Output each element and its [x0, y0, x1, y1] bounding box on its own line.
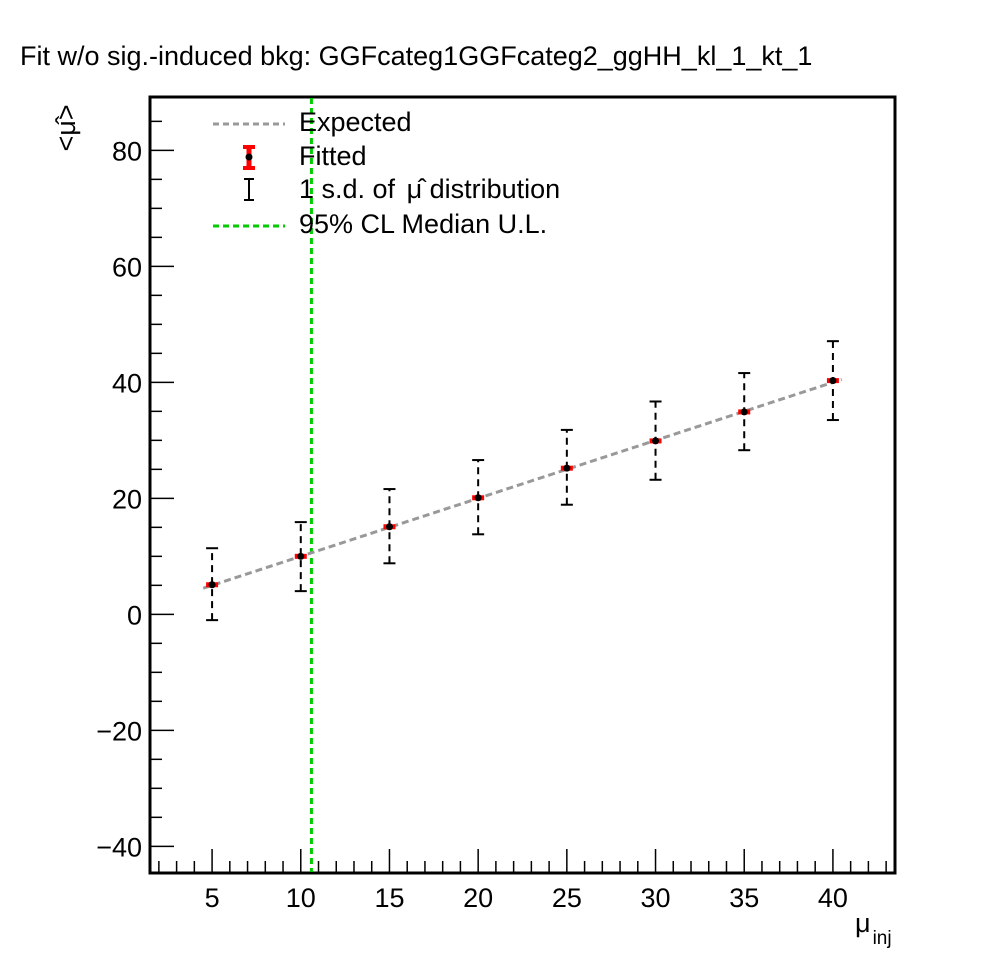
x-tick-label: 10	[286, 883, 316, 913]
x-axis-label-sub: inj	[873, 928, 892, 949]
legend-entry-fitted: Fitted	[243, 141, 367, 171]
x-tick-label: 5	[205, 883, 220, 913]
fitted-point	[208, 581, 216, 589]
plot-frame	[148, 95, 897, 875]
fitted-point	[563, 464, 571, 472]
fitted-point	[740, 408, 748, 416]
y-tick-label: 40	[112, 368, 142, 398]
y-tick-label: 80	[112, 136, 142, 166]
legend: Expected Fitted 1 s.d. of μ̂ distributio…	[213, 107, 560, 239]
y-tick-label: 20	[112, 484, 142, 514]
legend-label-upper-limit: 95% CL Median U.L.	[299, 209, 547, 239]
x-tick-label: 35	[729, 883, 759, 913]
y-axis-label: <μ̂>	[51, 104, 81, 151]
plot-area: −40 −20 0 20 40 60 80 5 10 15 20 25 30 35 40	[96, 95, 897, 913]
x-axis-label: μinj	[855, 908, 892, 949]
fitted-point	[652, 437, 660, 445]
fitted-point	[297, 552, 305, 560]
x-tick-label: 20	[463, 883, 493, 913]
expected-line	[202, 378, 843, 590]
x-tick-label: 15	[374, 883, 404, 913]
legend-entry-expected: Expected	[213, 107, 412, 137]
legend-label-sd: 1 s.d. of μ̂ distribution	[299, 174, 560, 204]
legend-label-expected: Expected	[299, 107, 412, 137]
legend-label-fitted: Fitted	[299, 141, 367, 171]
x-tick-label: 25	[552, 883, 582, 913]
y-tick-label: −40	[96, 832, 142, 862]
y-tick-label: 0	[127, 600, 142, 630]
legend-entry-sd: 1 s.d. of μ̂ distribution	[244, 174, 560, 204]
y-tick-label: −20	[96, 716, 142, 746]
x-tick-label: 30	[641, 883, 671, 913]
chart-title: Fit w/o sig.-induced bkg: GGFcateg1GGFca…	[20, 41, 812, 71]
y-tick-label: 60	[112, 252, 142, 282]
legend-swatch-fitted-marker	[245, 153, 253, 161]
fitted-point	[385, 523, 393, 531]
fitted-point	[829, 377, 837, 385]
x-axis-label-main: μ	[855, 908, 871, 938]
fitted-point	[474, 494, 482, 502]
x-tick-label: 40	[818, 883, 848, 913]
legend-entry-upper-limit: 95% CL Median U.L.	[213, 209, 547, 239]
